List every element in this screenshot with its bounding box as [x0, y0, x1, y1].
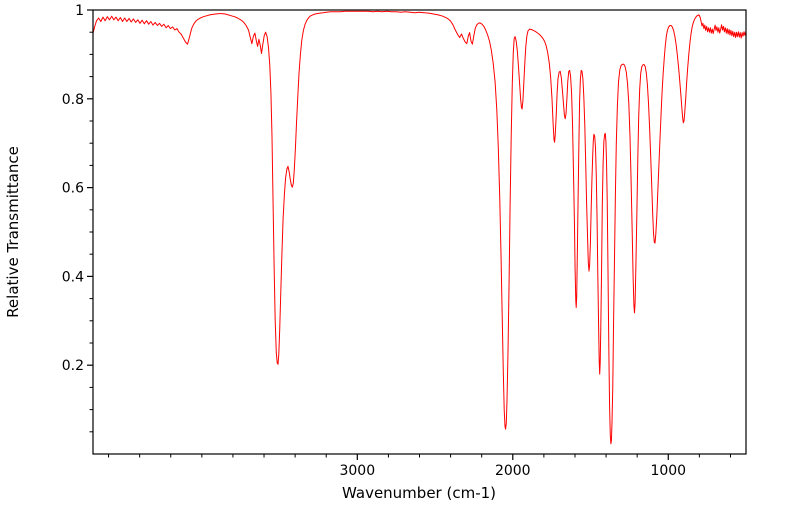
- y-tick-label: 0.8: [62, 92, 84, 108]
- y-tick-label: 1: [75, 3, 84, 19]
- y-tick-label: 0.4: [62, 269, 84, 285]
- y-axis-label: Relative Transmittance: [4, 146, 22, 318]
- x-axis-label: Wavenumber (cm-1): [342, 484, 496, 502]
- y-tick-label: 0.6: [62, 181, 84, 197]
- plot-frame: [92, 9, 747, 455]
- spectrum-line: [92, 10, 747, 445]
- x-tick-label: 1000: [650, 463, 686, 479]
- x-tick-label: 3000: [339, 463, 375, 479]
- x-tick-label: 2000: [495, 463, 531, 479]
- y-tick-label: 0.2: [62, 358, 84, 374]
